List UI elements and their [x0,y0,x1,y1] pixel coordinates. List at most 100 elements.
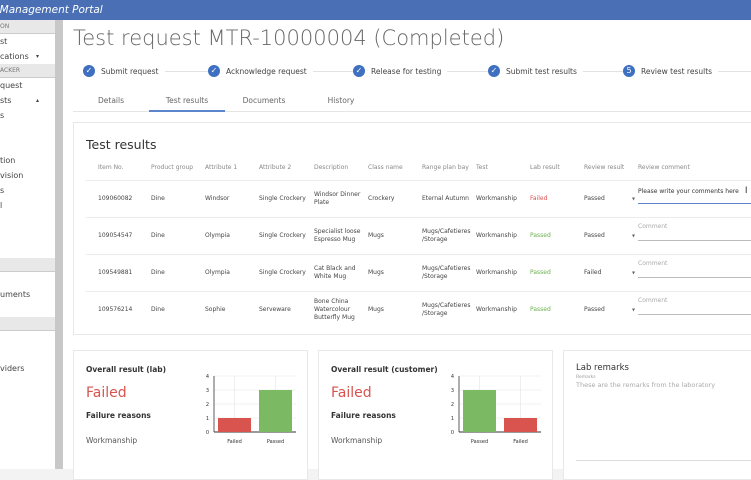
tab-documents[interactable]: Documents [242,96,286,105]
sidebar-item[interactable] [0,331,55,346]
sidebar-item[interactable]: cations ▾ [0,49,55,64]
failure-reasons-label: Failure reasons [86,411,151,420]
step-label: Acknowledge request [226,66,307,76]
cell-lab: Passed [530,269,551,276]
bar-passed [463,390,496,432]
column-header: Class name [368,164,403,171]
tab-details[interactable]: Details [97,96,124,105]
review-result-dropdown-icon[interactable]: ▾ [632,232,636,240]
cell-lab: Passed [530,306,551,313]
comment-text: Comment [638,297,668,304]
sidebar-item[interactable] [0,138,55,153]
test-results-card: Test results Item No. Product group Attrib… [73,122,751,335]
cell-test: Workmanship [476,269,517,276]
sidebar-item-label: cations [0,52,29,61]
sidebar-item[interactable] [0,302,55,317]
sidebar: ON st cations ▾ ACKER quest sts ▴ s tion vision s l u… [0,20,55,469]
cell-bay: Mugs/Cafetieres /Storage [422,302,471,317]
sidebar-section-header [0,317,55,331]
cell-attr1: Sophie [205,306,226,313]
cell-attr2: Single Crockery [259,232,306,239]
cell-item: 109054547 [98,232,133,239]
sidebar-item-label: s [0,186,5,195]
sidebar-item-label: uments [0,290,31,299]
column-header: Product group [151,164,194,171]
cell-bay: Mugs/Cafetieres /Storage [422,228,471,243]
cell-group: Dine [151,232,165,239]
y-tick-label: 2 [451,402,454,408]
review-result-dropdown-icon[interactable]: ▾ [632,306,636,314]
step-5: 5 Review test results [623,65,719,77]
column-header: Description [314,164,349,171]
caret-icon: ▾ [36,53,40,60]
sidebar-item[interactable]: viders [0,361,55,376]
cell-item: 109060082 [98,195,133,202]
y-tick-label: 4 [451,374,454,380]
review-comment-input[interactable]: Comment [638,297,751,315]
sidebar-item-label: s [0,111,5,120]
cell-group: Dine [151,269,165,276]
review-result-dropdown-icon[interactable]: ▾ [632,195,636,203]
sidebar-scrollbar[interactable] [55,20,63,469]
sidebar-item[interactable] [0,346,55,361]
sidebar-item[interactable] [0,228,55,243]
card-title: Lab remarks [576,363,629,373]
column-header: Attribute 2 [259,164,292,171]
step-3: ✓ Release for testing [353,65,448,77]
cell-review: Passed [584,306,605,313]
y-tick-label: 0 [451,430,454,436]
review-comment-input[interactable]: Please write your comments here I [638,186,751,204]
cell-test: Workmanship [476,195,517,202]
column-header: Review result [584,164,625,171]
remarks-label: Remarks [576,375,596,380]
review-comment-input[interactable]: Comment [638,260,751,278]
sidebar-item[interactable]: uments [0,287,55,302]
remarks-field[interactable]: These are the remarks from the laborator… [576,381,751,461]
review-comment-input[interactable]: Comment [638,223,751,241]
sidebar-item[interactable]: st [0,34,55,49]
x-tick-label: Passed [267,439,284,445]
review-result-dropdown-icon[interactable]: ▾ [632,269,636,277]
comment-text: Comment [638,260,668,267]
sidebar-item[interactable]: quest [0,78,55,93]
sidebar-item[interactable]: tion [0,153,55,168]
tab-test-results[interactable]: Test results [149,96,225,112]
step-2: ✓ Acknowledge request [208,65,313,77]
lab-result-chart: 0 1 2 3 4 Failed Passed [206,374,296,445]
cell-review: Passed [584,232,605,239]
bar-failed [504,418,537,432]
sidebar-item[interactable] [0,243,55,258]
sidebar-section-header: ON [0,20,55,34]
bar-passed [259,390,292,432]
sidebar-item[interactable]: s [0,183,55,198]
progress-stepper: ✓ Submit request ✓ Acknowledge request ✓ Rele… [83,65,751,79]
sidebar-item[interactable]: l [0,198,55,213]
step-1: ✓ Submit request [83,65,165,77]
sidebar-item[interactable]: sts ▴ [0,93,55,108]
sidebar-item[interactable] [0,123,55,138]
y-tick-label: 0 [206,430,209,436]
cell-group: Dine [151,195,165,202]
section-title: Test results [86,137,157,152]
step-4: ✓ Submit test results [488,65,583,77]
cell-item: 109549881 [98,269,133,276]
cell-lab: Passed [530,232,551,239]
y-tick-label: 1 [206,416,209,422]
cell-bay: Eternal Autumn [422,195,469,202]
sidebar-item[interactable]: vision [0,168,55,183]
comment-text: Please write your comments here [638,188,739,195]
tab-history[interactable]: History [327,96,355,105]
sidebar-item[interactable] [0,272,55,287]
column-header: Range plan bay [422,164,469,171]
sidebar-item[interactable] [0,213,55,228]
cell-class: Mugs [368,269,384,276]
sidebar-item[interactable]: s [0,108,55,123]
cell-attr2: Single Crockery [259,195,306,202]
sidebar-section-header [0,258,55,272]
customer-result-card: Overall result (customer) Failed Failure… [318,350,553,480]
cell-desc: Cat Black and White Mug [314,265,356,280]
customer-result-chart: 0 1 2 3 4 Passed Failed [451,374,541,445]
x-tick-label: Failed [513,439,528,445]
app-title: ty Management Portal [0,4,103,16]
cell-test: Workmanship [476,232,517,239]
